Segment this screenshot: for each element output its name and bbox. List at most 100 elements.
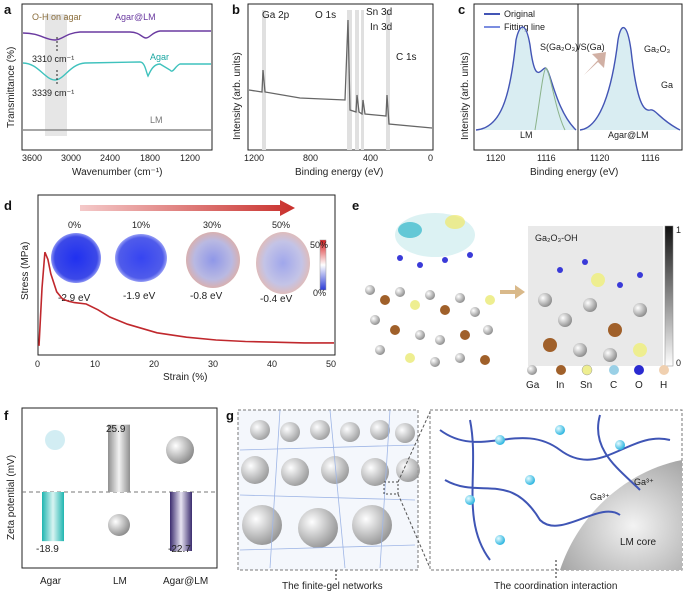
zeta-bar-agar-lm bbox=[170, 492, 192, 552]
element-legend bbox=[527, 364, 669, 376]
panel-c: c Original Fitting line S(Ga₂O₃)/S(Ga) G… bbox=[458, 2, 683, 178]
panel-d-label: d bbox=[4, 198, 12, 213]
water-molecule bbox=[495, 535, 505, 545]
c-xtick-0: 1120 bbox=[486, 153, 505, 163]
series-label-agar-lm: Agar@LM bbox=[115, 12, 156, 22]
legend-ga: Ga bbox=[526, 380, 540, 391]
a-xtick-0: 3600 bbox=[22, 153, 42, 163]
series-label-agar: Agar bbox=[150, 52, 169, 62]
region-label: Ga₂O₃-OH bbox=[535, 233, 578, 243]
agarlm-ga2o3-fill bbox=[580, 27, 680, 130]
energy-3: -0.4 eV bbox=[260, 294, 293, 305]
b-xlabel: Binding energy (eV) bbox=[295, 167, 383, 178]
b-ylabel: Intensity (arb. units) bbox=[232, 52, 243, 140]
in3d-band bbox=[361, 10, 364, 150]
legend-o: O bbox=[635, 380, 643, 391]
panel-d: d 0% 10% 30% 50% 50% 0% -2.9 eV -1.9 eV … bbox=[4, 194, 336, 383]
strain-label-0: 0% bbox=[68, 220, 81, 230]
polymer-chains bbox=[439, 414, 671, 561]
water-molecule bbox=[525, 475, 535, 485]
b-xtick-0: 1200 bbox=[244, 153, 264, 163]
d-xtick-2: 20 bbox=[149, 359, 159, 369]
d-xtick-1: 10 bbox=[90, 359, 100, 369]
a-xtick-1: 3000 bbox=[61, 153, 81, 163]
zoom-region bbox=[383, 481, 399, 495]
a-xtick-2: 2400 bbox=[100, 153, 120, 163]
zoom-line-top bbox=[397, 411, 431, 483]
lm-core-label: LM core bbox=[620, 537, 657, 548]
a-xtick-4: 1200 bbox=[180, 153, 200, 163]
zeta-bar-lm bbox=[108, 424, 130, 492]
panel-a-frame bbox=[21, 3, 213, 151]
agar-spectrum bbox=[22, 61, 211, 81]
peak-bottom-label: 3339 cm⁻¹ bbox=[32, 88, 74, 98]
ga-ion-label-2: Ga³⁺ bbox=[634, 477, 654, 487]
legend-h: H bbox=[660, 380, 667, 391]
energy-1: -1.9 eV bbox=[123, 291, 156, 302]
d-xtick-3: 30 bbox=[208, 359, 218, 369]
oh-annotation: O-H on agar bbox=[32, 12, 82, 22]
zeta-bars bbox=[42, 424, 192, 552]
series-label-lm: LM bbox=[150, 115, 163, 125]
legend-c: C bbox=[610, 380, 617, 391]
c-xtick-3: 1116 bbox=[641, 153, 660, 163]
zeta-value-agar: -18.9 bbox=[36, 544, 59, 555]
panel-b-label: b bbox=[232, 2, 240, 17]
peak-top-label: 3310 cm⁻¹ bbox=[32, 54, 74, 64]
ratio-label: S(Ga₂O₃)/S(Ga) bbox=[540, 42, 605, 52]
zeta-value-lm: 25.9 bbox=[106, 424, 126, 435]
colorbar-bottom: 0% bbox=[313, 288, 326, 298]
f-cat-agar-lm: Agar@LM bbox=[163, 576, 208, 587]
sample-agar-lm: Agar@LM bbox=[608, 130, 649, 140]
c-xlabel: Binding energy (eV) bbox=[530, 167, 618, 178]
legend-fit: Fitting line bbox=[504, 22, 545, 32]
panel-b-frame bbox=[247, 3, 434, 151]
panel-f: f 25.9 -18.9 -22.7 Agar LM Agar@LM Zeta … bbox=[4, 407, 218, 587]
panel-g: g Ga³⁺ Ga³⁺ LM core The finite-gel netwo… bbox=[226, 408, 683, 592]
legend-sn: Sn bbox=[580, 380, 592, 391]
agar-lm-spectrum bbox=[22, 30, 211, 41]
peak-label-in3d: In 3d bbox=[370, 22, 392, 33]
lm-core-sphere bbox=[560, 460, 682, 570]
panel-f-frame bbox=[21, 407, 218, 569]
d-xtick-0: 0 bbox=[35, 359, 40, 369]
label-ga: Ga bbox=[661, 80, 673, 90]
md-snapshot-30 bbox=[186, 232, 240, 288]
colorbar-top: 50% bbox=[310, 240, 328, 250]
md-snapshot-10 bbox=[115, 234, 167, 282]
zeta-bar-agar bbox=[42, 492, 64, 542]
water-molecule bbox=[465, 495, 475, 505]
energy-0: -2.9 eV bbox=[58, 293, 91, 304]
panel-e: e Ga₂O₃-OH bbox=[352, 198, 681, 391]
water-molecule bbox=[615, 440, 625, 450]
caption-left: The finite-gel networks bbox=[282, 581, 383, 592]
zoom-arrow-icon bbox=[500, 285, 525, 299]
strain-colorbar bbox=[319, 239, 327, 291]
stress-strain-line bbox=[38, 251, 334, 346]
c-xtick-2: 1120 bbox=[590, 153, 609, 163]
md-snapshot-50 bbox=[256, 232, 310, 294]
lm-ga-component bbox=[534, 67, 566, 131]
density-colorbar bbox=[664, 225, 674, 367]
legend-in: In bbox=[556, 380, 564, 391]
zeta-value-agar-lm: -22.7 bbox=[168, 544, 191, 555]
d-xtick-5: 50 bbox=[326, 359, 336, 369]
b-xtick-1: 800 bbox=[303, 153, 318, 163]
agar-molecule-icon bbox=[45, 430, 65, 450]
ratio-arrow-icon bbox=[584, 52, 606, 75]
agarlm-original-curve bbox=[579, 27, 681, 131]
panel-a: a O-H on agar Agar@LM Agar LM 3310 cm⁻¹ … bbox=[4, 2, 213, 178]
strain-label-2: 30% bbox=[203, 220, 221, 230]
gel-spheres bbox=[239, 409, 420, 569]
panel-f-label: f bbox=[4, 408, 9, 423]
panel-g-label: g bbox=[226, 408, 234, 423]
strain-label-3: 50% bbox=[272, 220, 290, 230]
density-colorbar-top: 1 bbox=[676, 225, 681, 235]
sample-lm: LM bbox=[520, 130, 533, 140]
legend-original: Original bbox=[504, 9, 535, 19]
sn3d-band bbox=[355, 10, 359, 150]
water-molecule bbox=[555, 425, 565, 435]
strain-label-1: 10% bbox=[132, 220, 150, 230]
oh-band-highlight bbox=[45, 14, 67, 136]
